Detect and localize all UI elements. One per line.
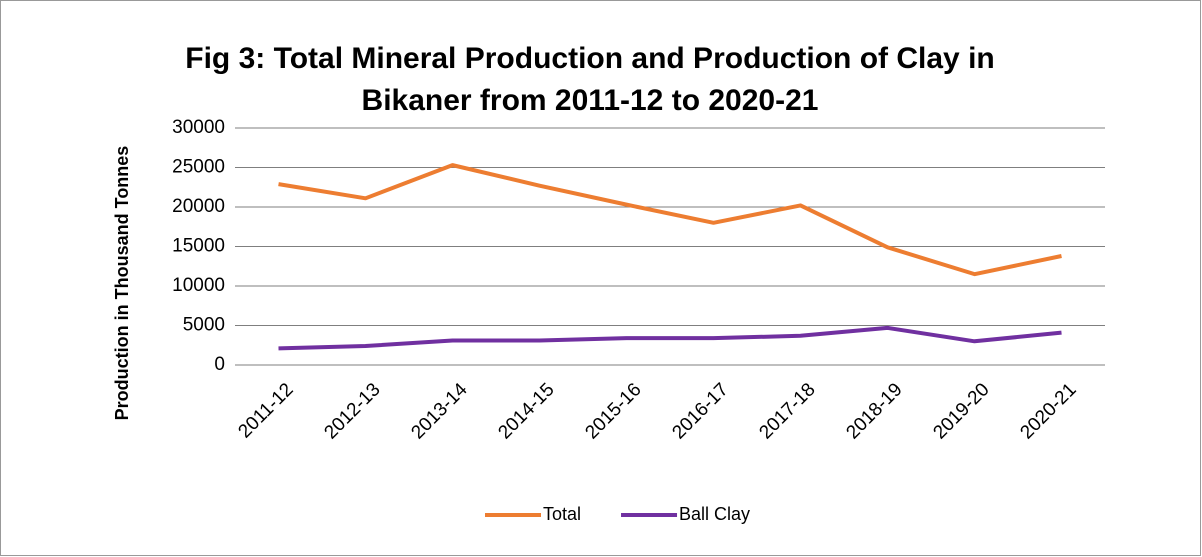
chart-title: Fig 3: Total Mineral Production and Prod…	[185, 42, 994, 75]
y-axis-title: Production in Thousand Tonnes	[112, 146, 132, 421]
legend-label: Ball Clay	[679, 504, 750, 524]
chart-title: Bikaner from 2011-12 to 2020-21	[362, 84, 819, 117]
series-line	[278, 163, 1062, 277]
y-tick-label: 15000	[172, 236, 225, 257]
y-tick-label: 0	[214, 354, 225, 375]
y-tick-label: 25000	[172, 157, 225, 178]
series-line	[278, 325, 1062, 351]
legend-label: Total	[543, 504, 581, 524]
y-tick-label: 20000	[172, 196, 225, 217]
y-tick-label: 10000	[172, 275, 225, 296]
y-tick-label: 30000	[172, 117, 225, 138]
y-tick-label: 5000	[183, 315, 225, 336]
